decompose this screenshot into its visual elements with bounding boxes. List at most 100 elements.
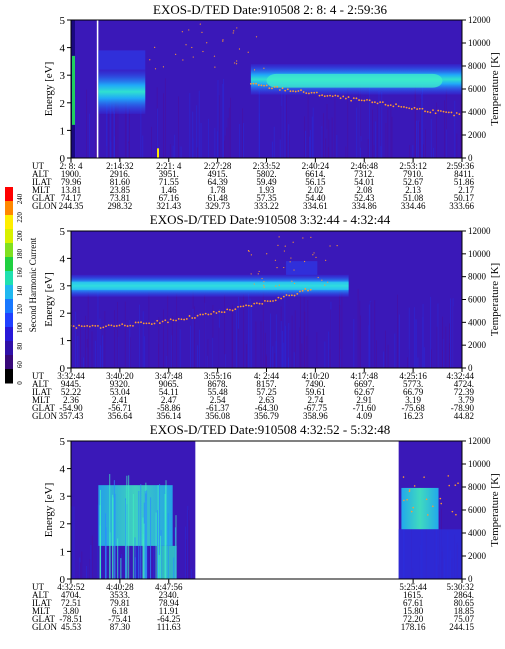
temperature-point: [273, 86, 276, 88]
temperature-point: [304, 288, 307, 290]
spectrogram-texture: [224, 354, 226, 368]
orbit-row-label: GLAT: [32, 614, 55, 624]
temperature-point: [247, 304, 250, 307]
temperature-point: [253, 69, 256, 71]
orbit-cell: 1615.: [403, 590, 423, 600]
temperature-point: [167, 321, 169, 324]
spectrogram-texture: [85, 315, 86, 368]
spectrogram-texture: [321, 126, 323, 158]
spectrogram-panel: EXOS-D/TED Date:910508 4:32:52 - 5:32:48…: [32, 422, 501, 632]
spectrogram-texture: [200, 122, 202, 158]
temperature-point: [309, 288, 312, 291]
spectrogram-band: [98, 50, 146, 70]
orbit-cell: -64.30: [255, 403, 279, 413]
spectrogram-texture: [114, 493, 116, 579]
spectrogram-texture: [456, 133, 458, 158]
temperature-point: [410, 108, 413, 110]
spectrogram-texture: [156, 519, 158, 579]
temperature-point: [266, 300, 269, 303]
orbit-row-label: GLON: [32, 201, 57, 211]
orbit-cell: 3:40:20: [106, 371, 134, 381]
panel-title: EXOS-D/TED Date:910508 4:32:52 - 5:32:48: [150, 422, 390, 437]
orbit-cell: 3533.: [110, 590, 130, 600]
spectrogram-texture: [375, 340, 377, 368]
y-tick-label: 0: [60, 153, 66, 165]
colorbar-swatch: [5, 201, 13, 216]
orbit-cell: -78.90: [451, 403, 475, 413]
temperature-point: [300, 89, 302, 92]
temperature-point: [337, 95, 339, 97]
orbit-cell: 4:40:28: [106, 582, 134, 592]
spectrogram-texture: [218, 327, 220, 368]
spectrogram-texture: [112, 111, 114, 158]
temperature-point: [99, 327, 102, 329]
spectrogram-texture: [338, 291, 340, 368]
orbit-row-label: GLON: [32, 411, 57, 421]
spectrogram-panel: EXOS-D/TED Date:910508 2: 8: 4 - 2:59:36…: [32, 2, 501, 211]
colorbar-swatch: [5, 355, 13, 370]
orbit-cell: 356.79: [254, 411, 279, 421]
spectrogram-texture: [223, 78, 224, 158]
temperature-point: [236, 27, 238, 29]
orbit-cell: 2:27:28: [204, 161, 232, 171]
spectrogram-texture: [353, 319, 355, 368]
data-gap: [195, 441, 399, 579]
temperature-point: [218, 310, 221, 313]
temperature-point: [263, 67, 265, 69]
orbit-cell: -61.37: [206, 403, 230, 413]
spectrogram-texture: [437, 303, 439, 368]
orbit-cell: 72.51: [61, 598, 81, 608]
spectrogram-texture: [306, 335, 308, 368]
spectrogram-texture: [239, 123, 240, 158]
orbit-row-label: GLAT: [32, 193, 55, 203]
spectrogram-texture: [151, 126, 152, 158]
temperature-point: [277, 244, 279, 247]
spectrogram-texture: [127, 98, 129, 158]
spectrogram-texture: [460, 104, 462, 158]
orbit-cell: 81.60: [110, 177, 131, 187]
temperature-point: [210, 313, 212, 315]
orbit-cell: 57.35: [256, 193, 277, 203]
spectrogram-texture: [140, 484, 142, 579]
spectrogram-texture: [156, 510, 158, 579]
spectrogram-texture: [226, 127, 228, 158]
y2-axis-label: Temperature [K]: [489, 473, 501, 546]
spectrogram-texture: [129, 319, 131, 368]
temperature-point: [347, 96, 350, 98]
orbit-cell: 333.66: [449, 201, 474, 211]
spectrogram-texture: [264, 332, 266, 368]
y2-tick-label: 8000: [468, 61, 487, 71]
spectrogram-texture: [368, 304, 370, 368]
spectrogram-band: [286, 261, 318, 275]
spectrogram-texture: [413, 307, 415, 368]
colorbar-tick-label: 240: [16, 193, 24, 204]
temperature-point: [421, 107, 424, 110]
spectrogram-texture: [126, 86, 128, 158]
spectrogram-texture: [188, 520, 190, 579]
spectrogram-texture: [360, 147, 361, 158]
temperature-point: [434, 112, 437, 115]
temperature-point: [425, 498, 428, 501]
temperature-point: [153, 322, 156, 325]
spectrogram-texture: [241, 108, 243, 158]
orbit-cell: 2916.: [110, 169, 130, 179]
temperature-point: [455, 112, 458, 114]
spectrogram-texture: [421, 93, 422, 158]
temperature-point: [427, 514, 429, 516]
orbit-cell: 8411.: [454, 169, 474, 179]
spectrogram-texture: [121, 553, 122, 579]
spectrogram-texture: [358, 91, 360, 158]
spectrogram-texture: [367, 139, 369, 158]
spectrogram-texture: [312, 107, 314, 158]
orbit-cell: 18.85: [454, 606, 475, 616]
orbit-cell: 57.25: [256, 387, 277, 397]
temperature-point: [255, 302, 258, 305]
orbit-cell: 2:53:12: [399, 161, 427, 171]
spectrogram-texture: [113, 480, 115, 579]
spectrogram-texture: [280, 321, 282, 368]
temperature-point: [253, 283, 255, 285]
temperature-point: [339, 97, 342, 100]
colorbar-tick-label: 140: [16, 285, 24, 296]
temperature-point: [312, 254, 314, 256]
spectrogram-texture: [356, 107, 358, 158]
